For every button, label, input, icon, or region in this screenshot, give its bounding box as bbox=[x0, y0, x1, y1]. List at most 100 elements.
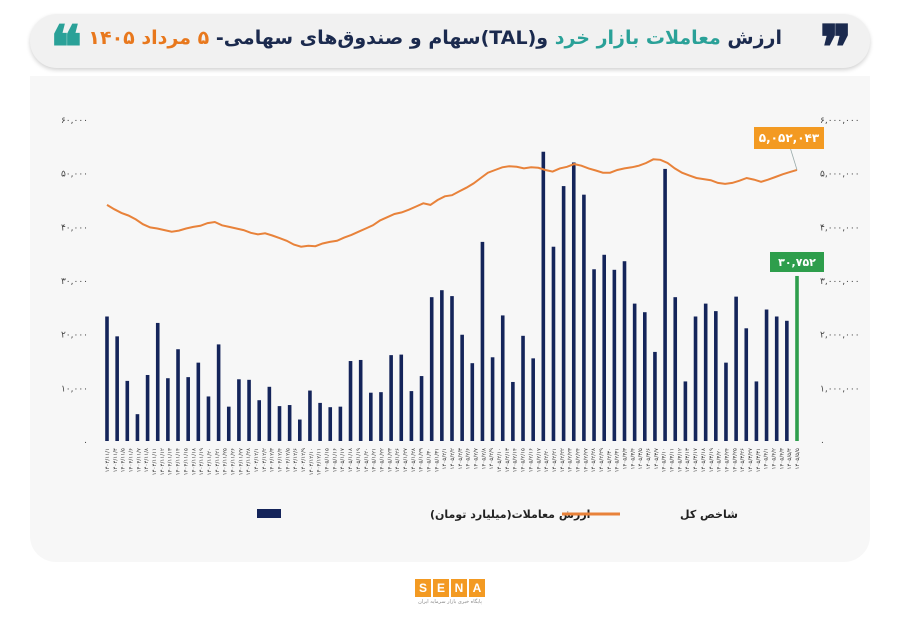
right-axis-tick: ۳,۰۰۰,۰۰۰ bbox=[820, 277, 860, 287]
bar bbox=[440, 290, 444, 441]
x-axis-tick: ۱۴۰۵/۳/۶ bbox=[646, 448, 652, 469]
bar bbox=[145, 374, 150, 441]
title-mid: و(TAL)سهام و صندوق‌های سهامی- bbox=[209, 27, 555, 49]
x-axis-tick: ۱۴۰۴/۱۲/۹ bbox=[301, 448, 307, 472]
bar bbox=[257, 400, 262, 441]
x-axis-tick: ۱۴۰۵/۴/۲ bbox=[771, 448, 777, 469]
x-axis-tick: ۱۴۰۴/۱۱/۱۱ bbox=[152, 448, 158, 475]
bar bbox=[176, 349, 180, 441]
x-axis-tick: ۱۴۰۴/۱۱/۸ bbox=[144, 448, 150, 472]
x-axis-tick: ۱۴۰۵/۳/۲۷ bbox=[748, 448, 754, 472]
bar bbox=[399, 354, 404, 441]
bar bbox=[369, 392, 373, 441]
last-line-label: ۵,۰۵۲,۰۴۳ bbox=[759, 131, 820, 145]
x-axis-tick: ۱۴۰۵/۲/۲۰ bbox=[544, 448, 550, 472]
left-axis-tick: ۳۰,۰۰۰ bbox=[61, 277, 88, 287]
bar bbox=[653, 351, 657, 441]
bar bbox=[724, 362, 728, 441]
right-axis-tick: ۱,۰۰۰,۰۰۰ bbox=[820, 384, 860, 394]
x-axis-tick: ۱۴۰۵/۱/۳۰ bbox=[426, 448, 432, 472]
last-bar-label: ۳۰,۷۵۲ bbox=[778, 256, 816, 269]
x-axis-tick: ۱۴۰۵/۲/۲۷ bbox=[583, 448, 589, 472]
bar bbox=[683, 381, 688, 441]
title-banner: ❞ ارزش معاملات بازار خرد و(TAL)سهام و صن… bbox=[30, 14, 870, 78]
bar bbox=[318, 402, 322, 441]
x-axis-tick: ۱۴۰۵/۲/۲۳ bbox=[568, 448, 574, 472]
bar bbox=[531, 358, 535, 441]
x-axis-tick: ۱۴۰۵/۳/۴ bbox=[630, 448, 636, 469]
bar bbox=[582, 194, 586, 441]
x-axis-tick: ۱۴۰۴/۱۲/۵ bbox=[285, 448, 291, 472]
bar bbox=[500, 315, 505, 441]
line-label-box bbox=[754, 127, 824, 149]
x-axis-tick: ۱۴۰۵/۲/۳ bbox=[458, 448, 464, 469]
x-axis-tick: ۱۴۰۵/۱/۲۸ bbox=[411, 448, 417, 472]
bar bbox=[592, 269, 596, 441]
bar bbox=[155, 322, 160, 441]
x-axis-tick: ۱۴۰۵/۱/۲۳ bbox=[387, 448, 393, 472]
bar bbox=[409, 391, 414, 441]
bar bbox=[206, 396, 211, 441]
bar-label-box bbox=[770, 252, 824, 272]
legend-bar-label: ارزش معاملات(میلیارد تومان) bbox=[430, 508, 590, 521]
bar bbox=[338, 406, 343, 441]
x-axis-tick: ۱۴۰۴/۱۱/۲۸ bbox=[246, 448, 252, 475]
bar bbox=[470, 363, 475, 441]
bar bbox=[308, 390, 312, 441]
x-axis-tick: ۱۴۰۵/۱/۳۱ bbox=[434, 448, 440, 472]
bar bbox=[693, 316, 698, 441]
x-axis-tick: ۱۴۰۴/۱۱/۴ bbox=[113, 448, 119, 472]
logo-tagline: پایگاه خبری بازار سرمایه ایران bbox=[418, 599, 482, 605]
x-axis-tick: ۱۴۰۵/۲/۳۰ bbox=[607, 448, 613, 472]
bar bbox=[561, 186, 566, 441]
x-axis-tick: ۱۴۰۵/۲/۲۲ bbox=[560, 448, 566, 472]
x-axis-tick: ۱۴۰۴/۱۱/۱۴ bbox=[176, 448, 182, 475]
x-axis-tick: ۱۴۰۵/۴/۳ bbox=[779, 448, 785, 469]
x-axis-tick: ۱۴۰۵/۱/۲۹ bbox=[419, 448, 425, 472]
bar bbox=[663, 168, 667, 441]
x-axis-tick: ۱۴۰۵/۲/۱۳ bbox=[505, 448, 511, 472]
x-axis-tick: ۱۴۰۵/۵/۴ bbox=[787, 448, 793, 469]
title-highlight: معاملات بازار خرد bbox=[554, 27, 721, 49]
legend-line-label: شاخص کل bbox=[680, 508, 738, 521]
x-axis-tick: ۱۴۰۵/۳/۱۲ bbox=[677, 448, 683, 472]
title-date: ۵ مرداد ۱۴۰۵ bbox=[88, 27, 210, 49]
right-axis-tick: ۵,۰۰۰,۰۰۰ bbox=[820, 170, 860, 180]
bar bbox=[703, 303, 708, 441]
x-axis-tick: ۱۴۰۵/۲/۱۴ bbox=[513, 448, 519, 472]
x-axis-tick: ۱۴۰۴/۱۱/۶ bbox=[129, 448, 135, 472]
x-axis-tick: ۱۴۰۵/۱/۱۹ bbox=[356, 448, 362, 472]
x-axis-tick: ۱۴۰۵/۳/۱۹ bbox=[709, 448, 715, 472]
left-axis-tick: ۵۰,۰۰۰ bbox=[61, 170, 88, 180]
x-axis-tick: ۱۴۰۵/۲/۱۷ bbox=[536, 448, 542, 472]
bar bbox=[541, 151, 546, 441]
logo-letter: E bbox=[433, 579, 449, 597]
x-axis-tick: ۱۴۰۵/۱/۲۰ bbox=[364, 448, 370, 472]
x-axis-tick: ۱۴۰۵/۱/۲۲ bbox=[379, 448, 385, 472]
bar bbox=[389, 355, 393, 441]
bar bbox=[166, 378, 170, 441]
bar bbox=[358, 359, 363, 441]
x-axis-tick: ۱۴۰۵/۱/۱۵ bbox=[325, 448, 331, 472]
right-axis-tick: ۲,۰۰۰,۰۰۰ bbox=[820, 331, 860, 341]
x-axis-tick: ۱۴۰۴/۱۱/۲۵ bbox=[223, 448, 229, 475]
bar bbox=[196, 362, 201, 441]
logo-letter: A bbox=[469, 579, 485, 597]
x-axis-tick: ۱۴۰۵/۲/۹ bbox=[489, 448, 495, 469]
left-axis-tick: ۱۰,۰۰۰ bbox=[61, 384, 88, 394]
x-axis-tick: ۱۴۰۵/۳/۲۰ bbox=[717, 448, 723, 472]
x-axis-tick: ۱۴۰۵/۲/۶ bbox=[466, 448, 472, 469]
x-axis-tick: ۱۴۰۴/۱۱/۱۵ bbox=[183, 448, 189, 475]
bar bbox=[744, 328, 749, 441]
bar bbox=[450, 296, 454, 441]
x-axis-tick: ۱۴۰۴/۱۱/۱ bbox=[105, 448, 111, 472]
x-axis-tick: ۱۴۰۵/۲/۲۴ bbox=[575, 448, 581, 472]
bar bbox=[764, 309, 769, 441]
bar bbox=[511, 381, 515, 441]
bar bbox=[216, 344, 221, 441]
bar bbox=[247, 379, 251, 441]
bar bbox=[754, 381, 759, 441]
x-axis-tick: ۱۴۰۵/۳/۱۱ bbox=[670, 448, 676, 472]
title-prefix: ارزش bbox=[720, 27, 782, 49]
page-title: ارزش معاملات بازار خرد و(TAL)سهام و صندو… bbox=[88, 27, 782, 49]
